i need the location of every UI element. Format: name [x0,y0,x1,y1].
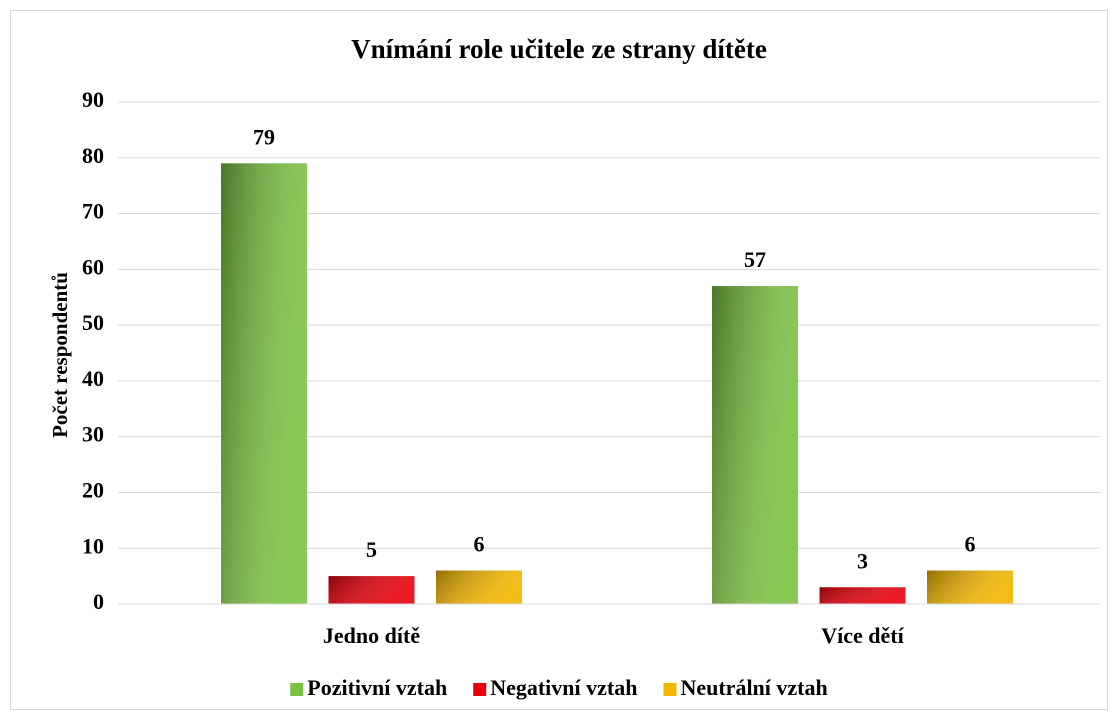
y-tick-label: 10 [82,533,104,558]
y-tick-label: 80 [82,143,104,168]
legend-label: Negativní vztah [490,675,637,700]
y-tick-label: 40 [82,366,104,391]
legend-swatch [290,683,304,696]
y-tick-label: 70 [82,199,104,224]
y-tick-label: 50 [82,310,104,335]
y-tick-label: 30 [82,422,104,447]
legend-label: Neutrální vztah [680,675,827,700]
y-tick-label: 60 [82,254,104,279]
x-tick-label: Jedno dítě [323,623,420,648]
bar-shade [712,286,798,604]
legend-swatch [473,683,487,696]
data-label: 3 [857,548,868,573]
data-label: 5 [366,537,377,562]
bar-shade [221,163,307,604]
bar-shade [927,570,1013,604]
y-tick-label: 90 [82,87,104,112]
chart-title: Vnímání role učitele ze strany dítěte [351,34,767,64]
data-label: 57 [744,247,766,272]
bar-shade [328,576,415,604]
data-label: 79 [253,124,275,149]
legend-label: Pozitivní vztah [307,675,447,700]
y-tick-label: 20 [82,477,104,502]
bar-shade [436,570,522,604]
x-tick-label: Více dětí [821,623,904,648]
chart-border [10,10,1108,710]
y-axis-label: Počet respondentů [48,272,72,438]
legend-swatch [663,683,677,696]
y-tick-label: 0 [93,589,104,614]
bar-shade [819,587,906,604]
data-label: 6 [965,532,976,557]
data-label: 6 [474,532,485,557]
